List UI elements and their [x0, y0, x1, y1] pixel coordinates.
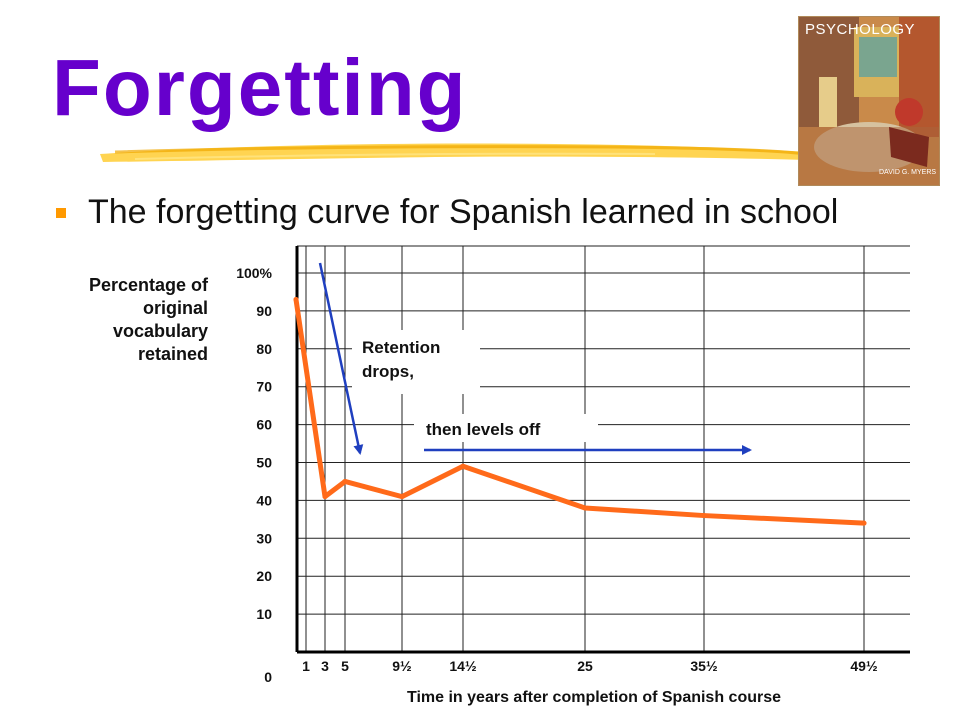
bullet-text: The forgetting curve for Spanish learned…: [88, 193, 839, 231]
data-point: [293, 297, 299, 303]
cover-author: DAVID G. MYERS: [879, 169, 937, 176]
x-axis-label: Time in years after completion of Spanis…: [407, 689, 781, 706]
y-axis-label: Percentage of original vocabulary retain…: [20, 274, 208, 366]
annotation-background: [352, 330, 480, 394]
data-point: [460, 463, 466, 469]
cover-title: PSYCHOLOGY: [805, 21, 916, 38]
x-tick-label: 1: [302, 658, 310, 674]
y-axis-label-line: vocabulary: [112, 321, 208, 341]
bullet-square-icon: [56, 208, 66, 218]
data-point: [582, 505, 588, 511]
series-line: [293, 297, 867, 526]
y-tick-label: 0: [264, 669, 272, 685]
data-point: [701, 513, 707, 519]
chart-annotations: Retention drops, then levels off: [318, 262, 752, 455]
y-axis-label-line: retained: [137, 344, 208, 364]
y-tick-label: 80: [256, 341, 272, 357]
y-tick-label: 30: [256, 530, 272, 546]
drop-arrow: [318, 262, 364, 455]
annotation-drop-label: drops,: [362, 362, 414, 381]
x-tick-label: 49½: [850, 658, 878, 674]
annotation-drop-label: Retention: [362, 338, 440, 357]
x-tick-label: 9½: [392, 658, 412, 674]
book-cover-image: PSYCHOLOGY DAVID G. MYERS: [798, 16, 940, 186]
yellow-brush-stroke: [100, 143, 810, 162]
y-tick-label: 40: [256, 492, 272, 508]
y-tick-label: 20: [256, 568, 272, 584]
x-tick-label: 14½: [449, 658, 477, 674]
x-tick-label: 5: [341, 658, 349, 674]
chart-series: [293, 297, 867, 526]
y-axis-label-line: original: [142, 298, 208, 318]
chart-ticks: 0 10 20 30 40 50 60 70 80 90 100% 1 3 5 9½ 14½ 25 35½ 49½ T…: [236, 265, 878, 706]
data-point: [342, 478, 348, 484]
annotation-background: [414, 414, 598, 442]
y-tick-label: 50: [256, 455, 272, 471]
data-point: [322, 494, 328, 500]
y-axis-label-line: Percentage of: [88, 275, 208, 295]
x-tick-label: 25: [577, 658, 593, 674]
data-point: [861, 520, 867, 526]
y-tick-label: 90: [256, 303, 272, 319]
x-tick-label: 3: [321, 658, 329, 674]
painting-illustration: [799, 17, 939, 185]
x-tick-label: 35½: [690, 658, 718, 674]
slide-title: Forgetting: [52, 43, 468, 132]
y-tick-label: 60: [256, 417, 272, 433]
y-tick-label: 10: [256, 606, 272, 622]
y-tick-label: 100%: [236, 265, 272, 281]
data-point: [399, 494, 405, 500]
annotation-level-label: then levels off: [426, 420, 541, 439]
y-tick-label: 70: [256, 379, 272, 395]
